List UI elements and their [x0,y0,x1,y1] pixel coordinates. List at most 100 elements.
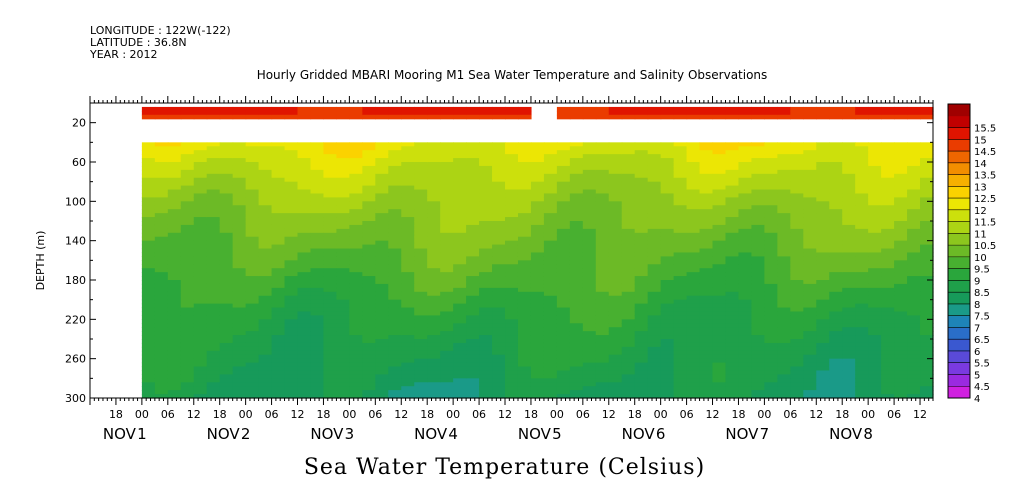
temperature-cell [621,339,636,344]
temperature-cell [894,240,908,246]
temperature-cell [258,217,273,222]
temperature-cell [556,256,571,261]
x-tick-label: 06 [472,408,486,421]
temperature-cell [725,189,740,195]
temperature-cell [349,189,363,195]
temperature-cell [219,162,234,167]
temperature-cell [517,295,532,301]
temperature-cell [699,213,714,218]
temperature-cell [556,280,571,285]
temperature-cell [803,189,817,195]
temperature-cell [206,150,221,155]
temperature-cell [608,323,623,328]
temperature-cell [543,169,558,175]
temperature-cell [881,311,895,316]
temperature-cell [362,283,376,289]
temperature-cell [232,232,247,238]
temperature-cell [154,221,169,226]
temperature-cell [440,268,454,273]
temperature-cell [219,209,234,214]
temperature-cell [505,110,519,116]
temperature-cell [323,287,338,293]
temperature-cell [699,366,714,372]
temperature-cell [829,146,843,151]
temperature-cell [725,311,740,316]
temperature-cell [816,110,830,116]
temperature-cell [427,339,441,344]
temperature-cell [738,213,753,218]
temperature-cell [621,162,636,167]
temperature-cell [414,158,428,163]
temperature-cell [492,342,506,348]
temperature-cell [803,217,817,222]
temperature-cell [297,228,312,234]
temperature-cell [349,252,363,257]
temperature-cell [894,169,908,175]
temperature-cell [829,374,843,379]
temperature-cell [479,378,493,383]
temperature-cell [829,232,843,238]
temperature-cell [868,272,882,277]
temperature-cell [219,264,234,269]
temperature-cell [492,158,506,163]
temperature-cell [427,252,441,257]
temperature-cell [777,323,791,328]
temperature-cell [466,280,480,285]
temperature-cell [621,382,636,387]
temperature-cell [686,244,701,250]
temperature-cell [686,386,701,391]
temperature-cell [466,276,480,281]
temperature-cell [427,228,441,234]
temperature-cell [621,146,636,151]
temperature-cell [829,327,843,332]
temperature-cell [466,346,480,352]
x-tick-label: 00 [861,408,875,421]
temperature-cell [167,394,182,399]
temperature-cell [414,154,428,159]
temperature-cell [180,272,195,277]
temperature-cell [479,205,493,210]
temperature-cell [660,272,675,277]
temperature-cell [440,201,454,206]
temperature-cell [647,240,662,246]
temperature-cell [790,189,804,195]
temperature-cell [193,165,208,171]
temperature-cell [777,350,791,356]
temperature-cell [349,382,363,387]
temperature-cell [673,358,688,364]
temperature-cell [232,240,247,246]
temperature-cell [621,291,636,297]
temperature-cell [712,323,727,328]
temperature-cell [271,177,286,183]
temperature-cell [167,114,182,120]
temperature-cell [920,307,934,313]
temperature-cell [764,114,778,120]
temperature-cell [582,240,597,246]
temperature-cell [479,327,493,332]
temperature-cell [466,260,480,265]
temperature-cell [284,299,299,305]
temperature-cell [829,378,843,383]
temperature-cell [362,374,376,379]
temperature-cell [245,193,260,198]
temperature-cell [466,370,480,375]
temperature-cell [167,185,182,191]
temperature-cell [699,394,714,399]
temperature-cell [777,146,791,151]
temperature-cell [362,185,376,191]
temperature-cell [453,177,467,183]
temperature-cell [881,201,895,206]
temperature-cell [634,350,649,356]
temperature-cell [920,201,934,206]
temperature-cell [479,169,493,175]
temperature-cell [790,350,804,356]
temperature-cell [673,252,688,257]
temperature-cell [505,350,519,356]
temperature-cell [699,209,714,214]
temperature-cell [479,221,493,226]
temperature-cell [673,169,688,175]
temperature-cell [842,232,856,238]
temperature-cell [569,205,584,210]
temperature-cell [453,150,467,155]
temperature-cell [310,146,325,151]
